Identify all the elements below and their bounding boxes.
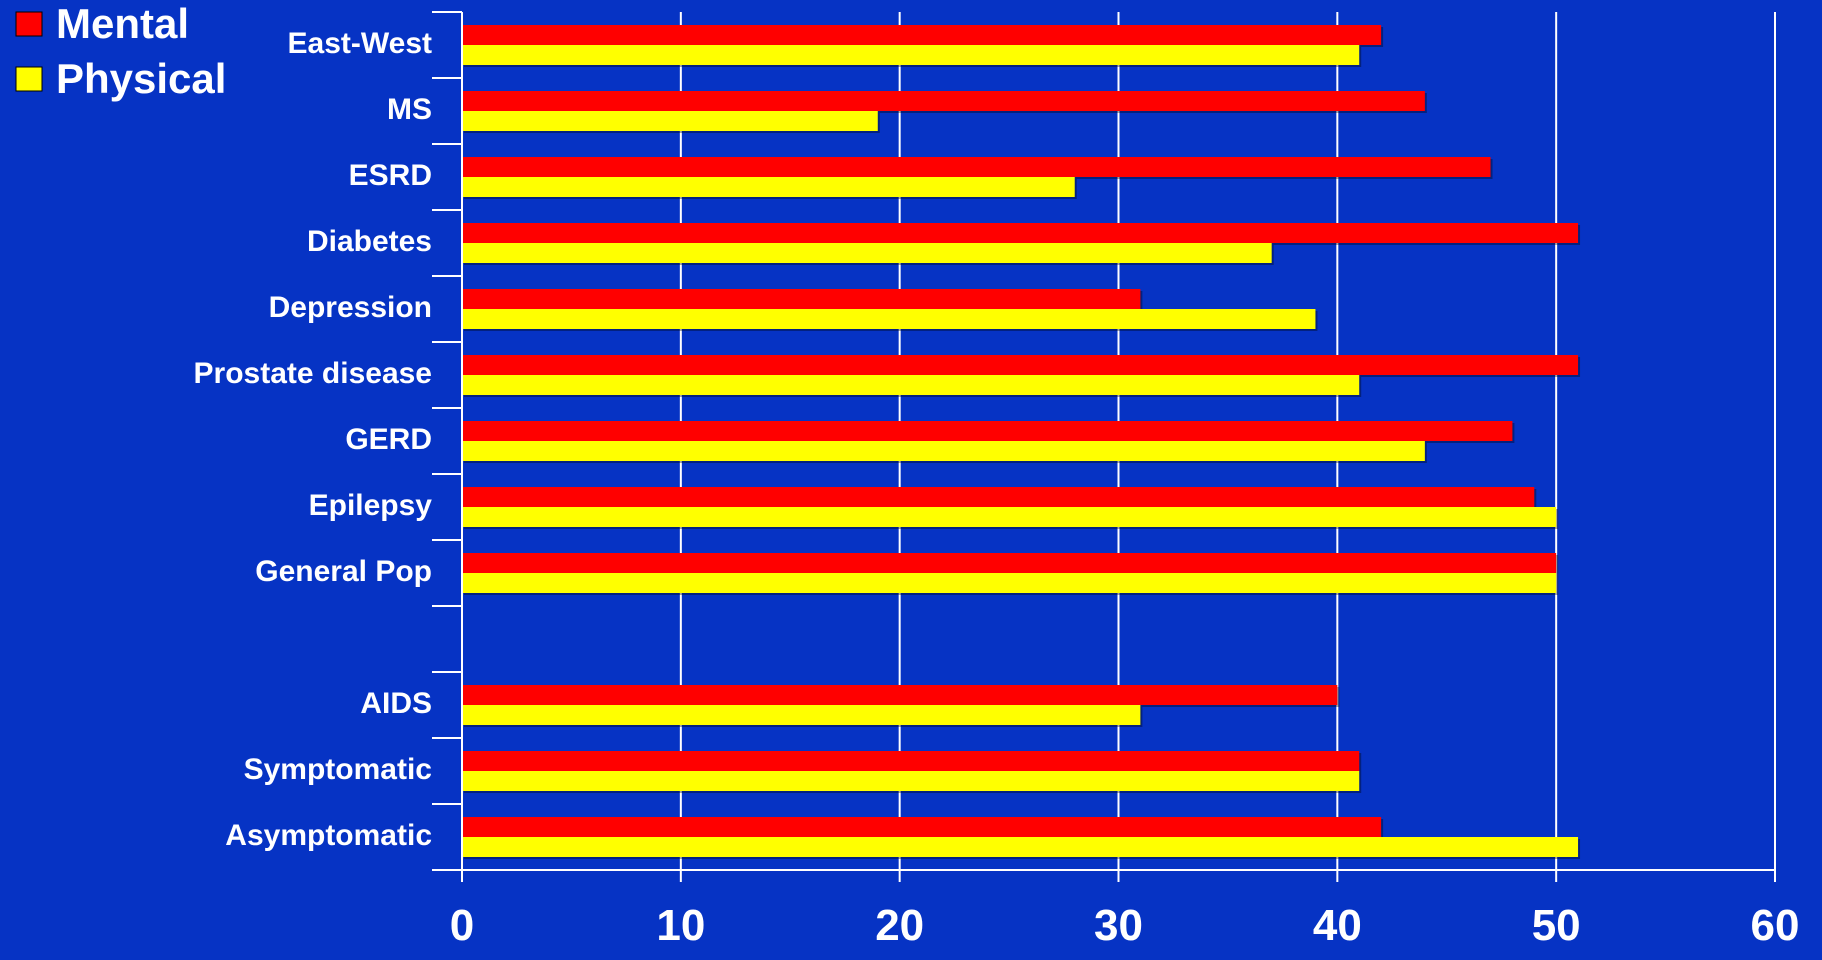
bar-physical-symptomatic (462, 771, 1360, 791)
category-label: Prostate disease (194, 357, 432, 390)
bar-physical-ms (462, 111, 878, 131)
bar-physical-depression (462, 309, 1316, 329)
x-tick-label: 0 (450, 901, 474, 950)
bar-physical-gerd (462, 441, 1425, 461)
bar-physical-asymptomatic (462, 837, 1579, 857)
bar-mental-east-west (462, 25, 1382, 45)
axes (432, 11, 1776, 882)
category-label: Epilepsy (309, 489, 433, 522)
bar-mental-esrd (462, 157, 1491, 177)
x-tick-label: 40 (1313, 901, 1362, 950)
bar-physical-diabetes (462, 243, 1272, 263)
bar-mental-epilepsy (462, 487, 1535, 507)
bar-physical-esrd (462, 177, 1075, 197)
x-tick-labels: 0 10 20 30 40 50 60 (450, 901, 1800, 950)
legend-swatch-mental (15, 11, 43, 37)
category-label: East-West (288, 27, 433, 60)
bar-mental-general-pop (462, 553, 1557, 573)
legend: Mental Physical (15, 0, 226, 102)
bar-mental-prostate-disease (462, 355, 1579, 375)
x-tick-label: 50 (1532, 901, 1581, 950)
category-label: ESRD (349, 159, 432, 192)
category-label: MS (387, 93, 432, 126)
bar-physical-aids (462, 705, 1141, 725)
bar-mental-depression (462, 289, 1141, 309)
category-labels: East-West MS ESRD Diabetes Depression Prostat… (194, 27, 433, 852)
x-tick-label: 10 (656, 901, 705, 950)
category-label: Asymptomatic (225, 819, 432, 852)
bar-mental-asymptomatic (462, 817, 1382, 837)
legend-label-mental: Mental (56, 0, 189, 47)
x-tick-label: 60 (1751, 901, 1800, 950)
bar-mental-aids (462, 685, 1338, 705)
category-label: General Pop (255, 555, 432, 588)
x-tick-label: 20 (875, 901, 924, 950)
bar-mental-symptomatic (462, 751, 1360, 771)
category-label: AIDS (360, 687, 432, 720)
bar-mental-diabetes (462, 223, 1579, 243)
bar-physical-general-pop (462, 573, 1557, 593)
bar-physical-epilepsy (462, 507, 1557, 527)
legend-label-physical: Physical (56, 55, 226, 102)
category-label: Depression (269, 291, 432, 324)
bars (462, 25, 1581, 859)
bar-physical-prostate-disease (462, 375, 1360, 395)
bar-mental-ms (462, 91, 1425, 111)
bar-physical-east-west (462, 45, 1360, 65)
legend-swatch-physical (15, 66, 43, 92)
x-tick-label: 30 (1094, 901, 1143, 950)
category-label: Symptomatic (244, 753, 432, 786)
bar-mental-gerd (462, 421, 1513, 441)
category-label: Diabetes (307, 225, 432, 258)
category-label: GERD (345, 423, 432, 456)
